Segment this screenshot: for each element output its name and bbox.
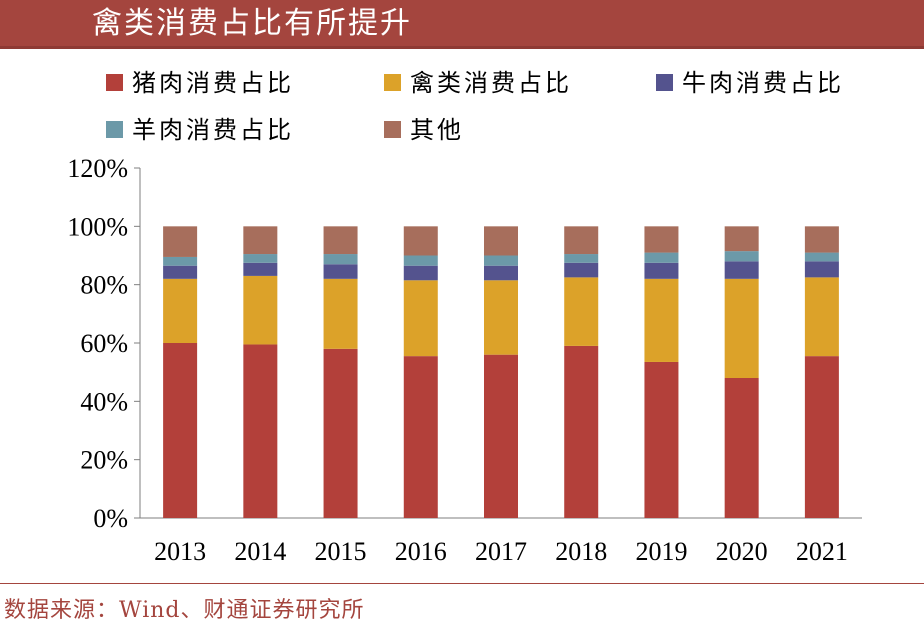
x-tick-label: 2016 xyxy=(395,537,447,566)
bar-segment xyxy=(804,226,839,253)
y-tick-label: 60% xyxy=(80,329,128,358)
x-tick-label: 2021 xyxy=(796,537,848,566)
bar-segment xyxy=(403,356,438,518)
bar-segment xyxy=(163,256,198,266)
legend-label: 猪肉消费占比 xyxy=(132,69,294,97)
y-tick-label: 80% xyxy=(80,271,128,300)
bar-segment xyxy=(323,264,358,279)
legend-label: 牛肉消费占比 xyxy=(682,69,844,97)
x-tick-label: 2019 xyxy=(635,537,687,566)
legend-swatch xyxy=(656,74,673,91)
bar-segment xyxy=(564,262,599,278)
bar-segment xyxy=(724,261,759,279)
page-title: 禽类消费占比有所提升 xyxy=(92,6,412,41)
bar-segment xyxy=(163,343,198,518)
bar-segment xyxy=(724,278,759,378)
bar-segment xyxy=(644,262,679,279)
bar-segment xyxy=(644,252,679,263)
source-note: 数据来源：Wind、财通证券研究所 xyxy=(4,598,365,623)
bar-segment xyxy=(484,354,518,518)
bar-segment xyxy=(243,226,278,255)
bar-segment xyxy=(403,255,438,266)
legend-label: 羊肉消费占比 xyxy=(132,116,294,144)
bar-segment xyxy=(243,262,278,276)
x-tick-label: 2020 xyxy=(716,537,768,566)
bar-segment xyxy=(484,226,518,256)
bar-segment xyxy=(323,348,358,518)
bar-segment xyxy=(564,277,599,346)
bar-segment xyxy=(644,226,679,253)
x-tick-label: 2014 xyxy=(234,537,286,566)
y-tick-label: 100% xyxy=(67,212,128,241)
bar-segment xyxy=(804,277,839,357)
bar-segment xyxy=(724,378,759,518)
bar-segment xyxy=(323,254,358,265)
bar-segment xyxy=(804,252,839,262)
x-tick-label: 2013 xyxy=(154,537,206,566)
bar-segment xyxy=(484,255,518,266)
bar-segment xyxy=(804,261,839,278)
bar-segment xyxy=(243,254,278,263)
bar-segment xyxy=(644,361,679,518)
bar-segment xyxy=(724,251,759,262)
bar-segment xyxy=(163,278,198,343)
bar-segment xyxy=(243,344,278,518)
bar-segment xyxy=(644,278,679,362)
bar-segment xyxy=(564,345,599,518)
y-tick-label: 40% xyxy=(80,387,128,416)
title-bar: 禽类消费占比有所提升 xyxy=(0,0,924,48)
y-tick-label: 120% xyxy=(67,154,128,183)
bar-segment xyxy=(804,356,839,518)
x-tick-label: 2017 xyxy=(475,537,527,566)
legend-swatch xyxy=(384,74,401,91)
legend-swatch xyxy=(384,121,401,138)
bar-segment xyxy=(484,265,518,281)
title-underline xyxy=(0,46,924,49)
legend-swatch xyxy=(106,121,123,138)
bar-segment xyxy=(564,226,599,255)
x-tick-label: 2015 xyxy=(315,537,367,566)
bar-segment xyxy=(564,254,599,263)
bar-segment xyxy=(403,280,438,357)
bar-segment xyxy=(403,265,438,281)
bar-segment xyxy=(724,226,759,252)
x-tick-label: 2018 xyxy=(555,537,607,566)
source-divider xyxy=(0,583,924,584)
bar-segment xyxy=(323,226,358,255)
bar-segment xyxy=(163,226,198,257)
bar-segment xyxy=(484,280,518,355)
legend-label: 禽类消费占比 xyxy=(410,69,572,97)
y-tick-label: 20% xyxy=(80,446,128,475)
bar-segment xyxy=(243,275,278,345)
legend-swatch xyxy=(106,74,123,91)
bar-segment xyxy=(323,278,358,349)
bar-segment xyxy=(163,265,198,279)
y-tick-label: 0% xyxy=(93,504,128,533)
legend-label: 其他 xyxy=(410,116,464,144)
bar-segment xyxy=(403,226,438,256)
